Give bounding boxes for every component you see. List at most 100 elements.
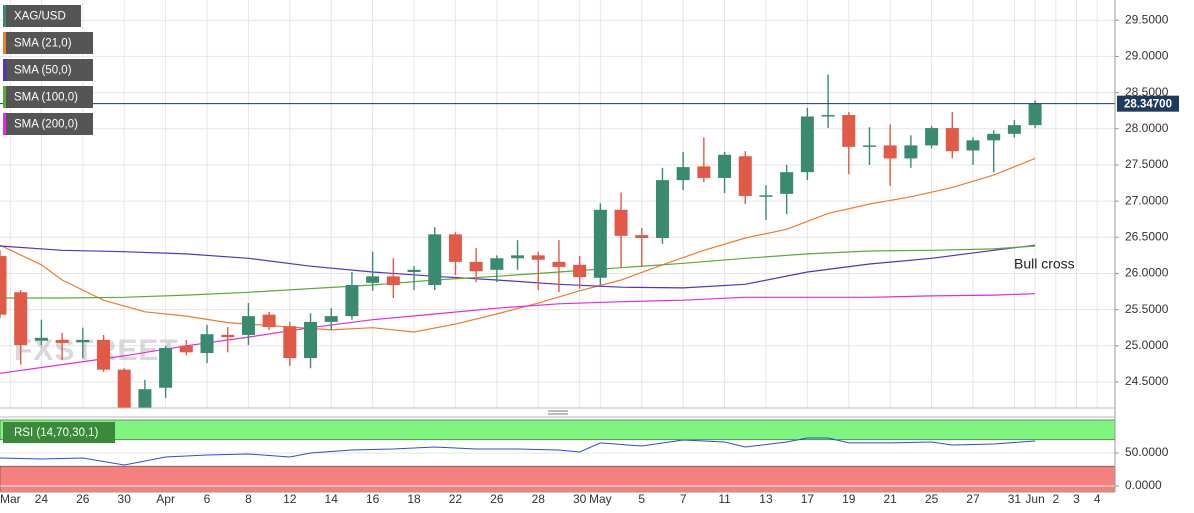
candle-body: [200, 334, 214, 354]
legend-box: [3, 113, 93, 135]
y-tick-label: 28.5000: [1125, 85, 1169, 99]
candle-body: [531, 255, 545, 260]
x-tick-label: 8: [245, 492, 252, 506]
x-tick-label: 17: [801, 492, 815, 506]
line: [0, 437, 1036, 466]
rsi-panel: [0, 419, 1115, 492]
x-tick-label: 26: [76, 492, 90, 506]
candle-body: [386, 276, 400, 286]
y-tick-label: 26.0000: [1125, 266, 1169, 280]
candle-body: [262, 314, 276, 327]
candle-body: [925, 128, 939, 146]
candle-body: [883, 145, 897, 159]
candle-body: [904, 145, 918, 159]
x-tick-label: May: [589, 492, 612, 506]
legend-label: SMA (50,0): [14, 65, 72, 77]
y-tick-label: 28.0000: [1125, 121, 1169, 135]
x-tick-label: 25: [925, 492, 939, 506]
candle-body: [697, 166, 711, 178]
candle-body: [366, 276, 380, 283]
y-tick-label: 24.5000: [1125, 374, 1169, 388]
candle-body: [862, 145, 876, 147]
last-price-label: 28.34700: [1124, 99, 1172, 111]
candle-body: [635, 235, 649, 238]
x-tick-label: 30: [573, 492, 587, 506]
candle-body: [0, 256, 7, 315]
y-tick-label: 26.5000: [1125, 229, 1169, 243]
candle-body: [324, 316, 338, 322]
candle-body: [76, 340, 90, 343]
price-panel: FXSTREET: [0, 0, 1115, 408]
legend-label: XAG/USD: [14, 11, 66, 23]
x-tick-label: 12: [283, 492, 297, 506]
overlay: Mar 24 26 30 Apr 6 8 12 14 16 18 22 26 28 30 May 5 7 11 13 1…: [0, 5, 1179, 506]
rsi-zone: [0, 419, 1115, 441]
candle-body: [821, 115, 835, 117]
x-tick-label: 5: [638, 492, 645, 506]
x-tick-label: 27: [966, 492, 980, 506]
candle-body: [345, 285, 359, 317]
candle-body: [407, 269, 421, 272]
candle-body: [738, 156, 752, 197]
y-tick-label: 29.5000: [1125, 12, 1169, 26]
legend-swatch: [3, 59, 6, 81]
legend-box: [3, 5, 81, 27]
x-tick-label: 30: [118, 492, 132, 506]
x-tick-label: Apr: [156, 492, 175, 506]
x-tick-label: 18: [407, 492, 421, 506]
y-tick-label: 27.0000: [1125, 193, 1169, 207]
y-tick-label: 29.0000: [1125, 49, 1169, 63]
candle-body: [1007, 125, 1021, 134]
candle-body: [552, 261, 566, 267]
x-tick-label: 13: [759, 492, 773, 506]
x-tick-label: 21: [883, 492, 897, 506]
x-tick-label: 3: [1073, 492, 1080, 506]
candle-body: [842, 115, 856, 147]
candle-body: [966, 140, 980, 151]
last-price-tag: [1117, 95, 1179, 112]
candle-body: [759, 195, 773, 197]
candle-body: [676, 167, 690, 181]
x-tick-label: 2: [1052, 492, 1059, 506]
legend-label: RSI (14,70,30,1): [14, 427, 99, 439]
candle-body: [241, 316, 255, 335]
y-tick-label: 27.5000: [1125, 157, 1169, 171]
x-tick-label: 16: [366, 492, 380, 506]
candle-body: [117, 369, 131, 408]
candle-body: [511, 255, 525, 259]
x-tick-label: Mar: [0, 492, 21, 506]
line: [0, 245, 1036, 299]
legend-label: SMA (21,0): [14, 38, 72, 50]
x-tick-label: Jun: [1025, 492, 1044, 506]
y-tick-label: 25.0000: [1125, 338, 1169, 352]
x-tick-label: 28: [532, 492, 546, 506]
legend-box: [3, 59, 93, 81]
legend-swatch: [3, 86, 6, 108]
candle-body: [945, 128, 959, 152]
candle-body: [593, 209, 607, 278]
candle-body: [97, 340, 111, 370]
x-tick-label: 19: [842, 492, 856, 506]
candle-body: [304, 321, 318, 359]
legend-label: SMA (200,0): [14, 119, 78, 131]
candle-body: [14, 292, 28, 346]
legend-box: [3, 422, 115, 443]
candle-body: [55, 340, 69, 343]
x-tick-label: 31: [1008, 492, 1022, 506]
x-tick-label: 22: [449, 492, 463, 506]
candle-body: [448, 234, 462, 262]
x-tick-label: 4: [1094, 492, 1101, 506]
line: [0, 293, 1036, 374]
candle-body: [1028, 103, 1042, 126]
candle-body: [159, 347, 173, 388]
line: [0, 157, 1036, 333]
resize-handle[interactable]: [548, 410, 568, 415]
candle-body: [718, 154, 732, 178]
candle-body: [780, 172, 794, 194]
x-tick-label: 14: [325, 492, 339, 506]
x-tick-label: 11: [718, 492, 731, 506]
candle-body: [138, 389, 152, 408]
x-tick-label: 26: [490, 492, 504, 506]
candle-body: [469, 261, 483, 272]
